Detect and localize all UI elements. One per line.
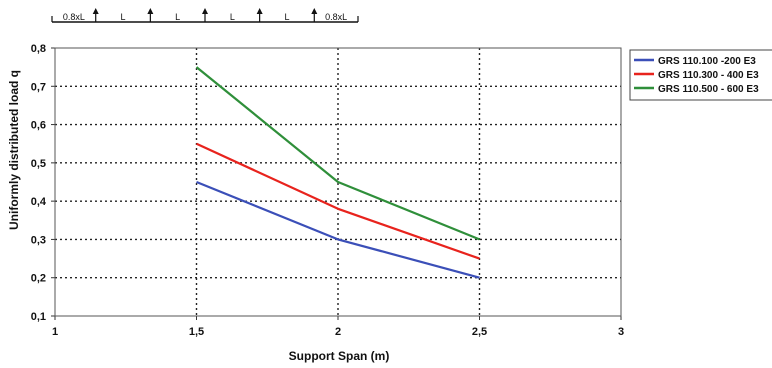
legend-label: GRS 110.500 - 600 E3 <box>658 84 759 95</box>
y-tick-label: 0,6 <box>31 120 46 132</box>
legend-box <box>629 49 772 101</box>
support-arrow-icon <box>202 8 208 14</box>
chart-axes <box>51 47 622 320</box>
span-diagram: 0.8xL L L L L 0.8xL <box>51 8 359 23</box>
series-line <box>196 142 480 260</box>
support-arrow-icon <box>311 8 318 14</box>
y-axis-label: Uniformly distributed load q <box>7 70 21 230</box>
chart-grid <box>55 48 621 316</box>
chart-legend: GRS 110.100 -200 E3 GRS 110.300 - 400 E3 G… <box>629 49 772 101</box>
y-tick-label: 0,5 <box>31 158 46 170</box>
y-tick-label: 0,4 <box>31 196 47 208</box>
x-tick-label: 2,5 <box>472 326 487 338</box>
plot-frame <box>54 47 622 317</box>
x-tick-label: 1 <box>52 326 58 338</box>
x-tick-label: 2 <box>335 326 341 338</box>
y-tick-label: 0,2 <box>31 273 46 285</box>
support-arrow-icon <box>92 8 99 14</box>
span-label: L <box>175 12 180 22</box>
legend-label: GRS 110.300 - 400 E3 <box>658 70 759 81</box>
y-tick-label: 0,7 <box>31 81 46 93</box>
span-label: L <box>121 12 126 22</box>
x-axis-label: Support Span (m) <box>289 349 390 363</box>
chart-tick-labels: 0,1 0,2 0,3 0,4 0,5 0,6 0,7 0,8 1 1,5 2 2,5 3 <box>31 43 624 338</box>
span-label: L <box>230 12 235 22</box>
series-line <box>196 180 480 279</box>
support-arrow-icon <box>147 8 154 14</box>
span-label: L <box>284 12 289 22</box>
y-tick-label: 0,3 <box>31 234 46 246</box>
x-tick-label: 1,5 <box>189 326 204 338</box>
span-label: 0.8xL <box>325 12 347 22</box>
x-tick-label: 3 <box>618 326 624 338</box>
series-line <box>195 66 480 241</box>
support-arrow-icon <box>256 8 263 14</box>
span-label: 0.8xL <box>63 12 85 22</box>
legend-label: GRS 110.100 -200 E3 <box>658 56 756 67</box>
y-tick-label: 0,1 <box>31 311 46 323</box>
y-tick-label: 0,8 <box>31 43 46 55</box>
chart-series <box>195 66 480 279</box>
